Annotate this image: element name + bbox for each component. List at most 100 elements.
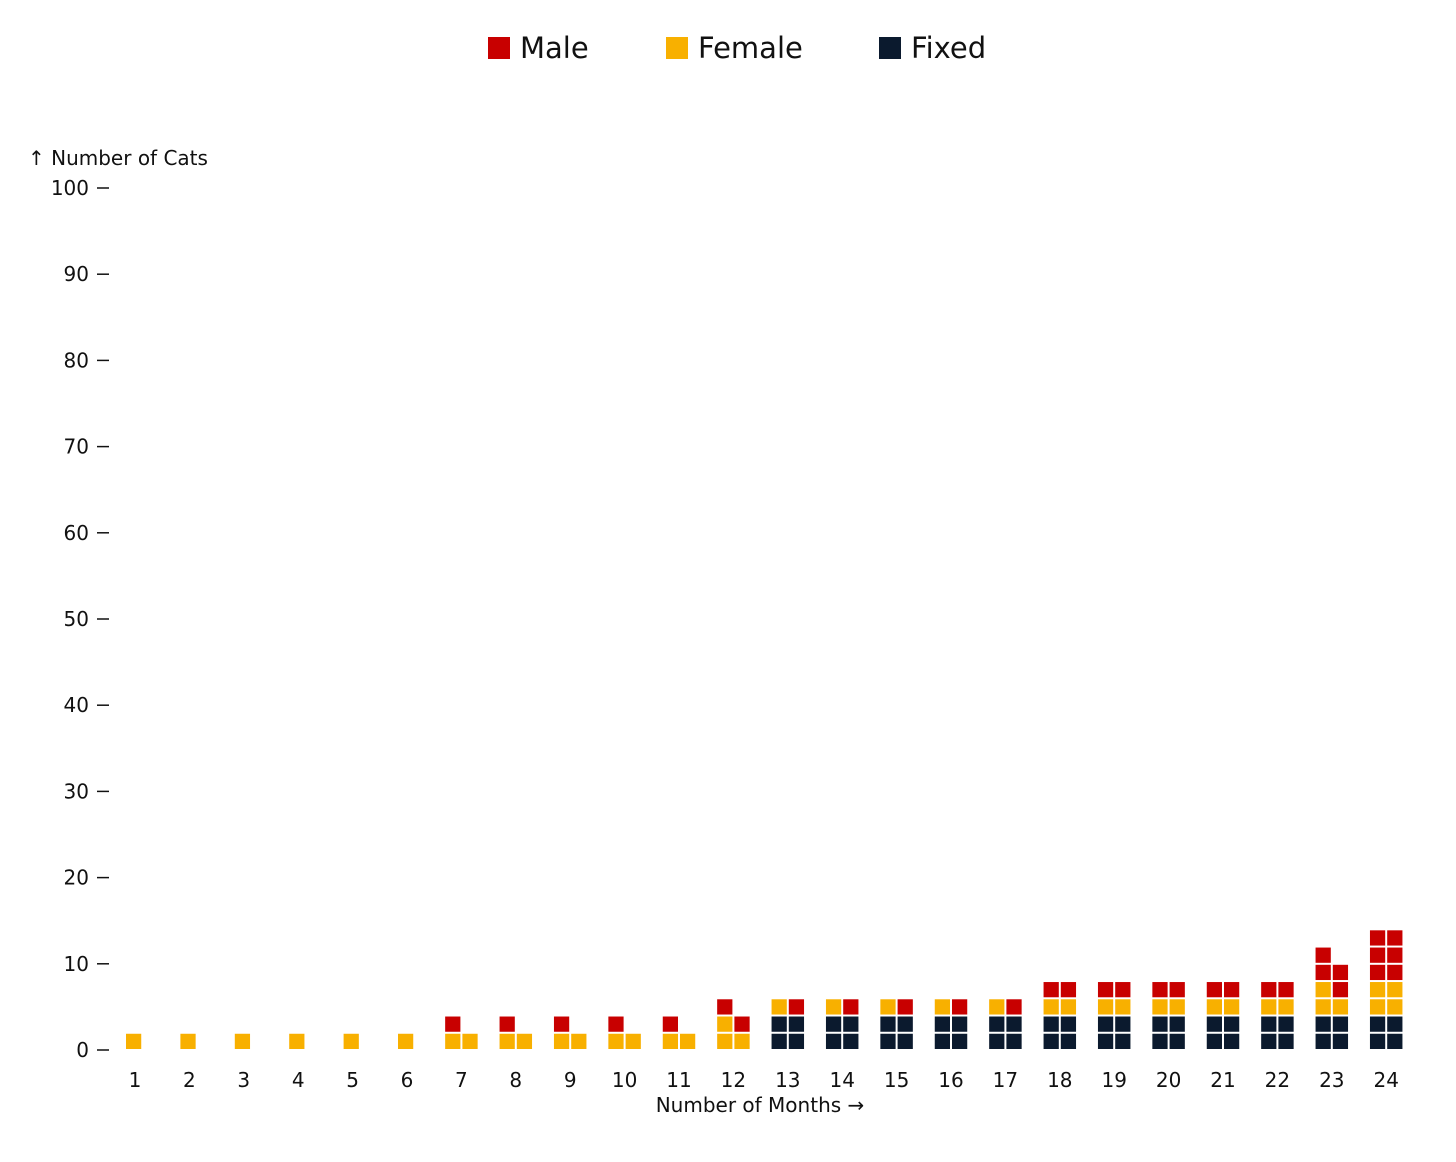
legend-swatch xyxy=(666,37,688,59)
cell-fixed xyxy=(1115,1016,1131,1032)
cell-male xyxy=(1387,947,1403,963)
cell-fixed xyxy=(1006,1016,1022,1032)
cell-female xyxy=(289,1033,305,1049)
cell-fixed xyxy=(897,1016,913,1032)
cell-male xyxy=(1387,930,1403,946)
x-tick-label: 8 xyxy=(509,1068,522,1092)
cell-fixed xyxy=(952,1033,968,1049)
x-tick-label: 22 xyxy=(1265,1068,1290,1092)
cell-fixed xyxy=(1169,1016,1185,1032)
cell-female xyxy=(1152,999,1168,1015)
bar-stack xyxy=(825,999,859,1049)
cell-fixed xyxy=(1152,1033,1168,1049)
bar-stack xyxy=(445,1016,478,1049)
bar-stack xyxy=(180,1033,196,1049)
x-tick-label: 19 xyxy=(1101,1068,1126,1092)
bar-stack xyxy=(1152,982,1185,1049)
cell-female xyxy=(734,1033,750,1049)
legend-label: Male xyxy=(520,31,589,65)
y-tick-label: 90 xyxy=(64,262,89,286)
x-tick-label: 18 xyxy=(1047,1068,1072,1092)
cell-female xyxy=(825,999,842,1015)
bar-stack xyxy=(398,1033,414,1049)
cell-fixed xyxy=(1060,1033,1077,1049)
cell-male xyxy=(1097,982,1114,998)
cell-female xyxy=(499,1033,515,1049)
y-tick-label: 20 xyxy=(64,866,89,890)
cell-male xyxy=(1369,930,1386,946)
bar-stack xyxy=(662,1016,696,1049)
cell-male xyxy=(499,1016,515,1032)
x-tick-label: 5 xyxy=(346,1068,359,1092)
cell-male xyxy=(1060,982,1077,998)
bar-stack xyxy=(1261,982,1294,1049)
cell-fixed xyxy=(1169,1033,1185,1049)
x-tick-label: 10 xyxy=(612,1068,637,1092)
cell-fixed xyxy=(825,1016,842,1032)
cell-male xyxy=(1261,982,1277,998)
cell-male xyxy=(1315,964,1331,981)
cell-female xyxy=(516,1033,533,1049)
cell-female xyxy=(989,999,1005,1015)
y-tick-label: 60 xyxy=(64,521,89,545)
y-tick-label: 40 xyxy=(64,693,89,717)
bar-stack xyxy=(343,1033,359,1049)
cell-fixed xyxy=(934,1016,950,1032)
bar-stack xyxy=(1043,982,1077,1049)
cell-fixed xyxy=(1315,1033,1331,1049)
cell-female xyxy=(1261,999,1277,1015)
cell-female xyxy=(1097,999,1114,1015)
cell-fixed xyxy=(880,1016,896,1032)
cell-fixed xyxy=(843,1016,859,1032)
legend-label: Female xyxy=(698,31,803,65)
bars xyxy=(126,930,1403,1049)
cell-fixed xyxy=(1369,1033,1386,1049)
cell-fixed xyxy=(788,1033,805,1049)
cell-female xyxy=(1315,999,1331,1015)
cell-fixed xyxy=(989,1033,1005,1049)
legend-label: Fixed xyxy=(911,31,986,65)
cell-female xyxy=(553,1033,570,1049)
cell-male xyxy=(788,999,805,1015)
cell-male xyxy=(1332,982,1349,998)
cell-male xyxy=(1006,999,1022,1015)
cell-fixed xyxy=(1043,1016,1059,1032)
cell-female xyxy=(1115,999,1131,1015)
cell-male xyxy=(897,999,913,1015)
cell-female xyxy=(1169,999,1185,1015)
cell-male xyxy=(1169,982,1185,998)
cell-male xyxy=(1043,982,1059,998)
cell-female xyxy=(1224,999,1240,1015)
cell-female xyxy=(445,1033,461,1049)
x-tick-label: 14 xyxy=(829,1068,854,1092)
cell-female xyxy=(180,1033,196,1049)
cell-male xyxy=(1387,964,1403,981)
cell-fixed xyxy=(1261,1016,1277,1032)
cell-female xyxy=(1387,982,1403,998)
cell-male xyxy=(1278,982,1294,998)
y-tick-label: 80 xyxy=(64,348,89,372)
y-tick-label: 100 xyxy=(51,176,89,200)
x-tick-label: 13 xyxy=(775,1068,800,1092)
bar-stack xyxy=(608,1016,641,1049)
cell-female xyxy=(771,999,787,1015)
cell-male xyxy=(1369,964,1386,981)
cell-fixed xyxy=(1224,1033,1240,1049)
cell-female xyxy=(717,1033,733,1049)
x-tick-label: 6 xyxy=(401,1068,414,1092)
legend: Male Female Fixed xyxy=(488,31,986,65)
cell-female xyxy=(625,1033,641,1049)
y-tick-label: 70 xyxy=(64,435,89,459)
cell-fixed xyxy=(1006,1033,1022,1049)
cell-female xyxy=(1369,999,1386,1015)
cell-fixed xyxy=(1060,1016,1077,1032)
cell-female xyxy=(680,1033,696,1049)
x-tick-label: 9 xyxy=(564,1068,577,1092)
y-axis-title: ↑ Number of Cats xyxy=(28,146,208,170)
legend-item-female: Female xyxy=(666,31,803,65)
x-tick-label: 16 xyxy=(938,1068,963,1092)
cell-fixed xyxy=(1097,1033,1114,1049)
cell-male xyxy=(843,999,859,1015)
cell-fixed xyxy=(989,1016,1005,1032)
bar-stack xyxy=(1369,930,1403,1049)
